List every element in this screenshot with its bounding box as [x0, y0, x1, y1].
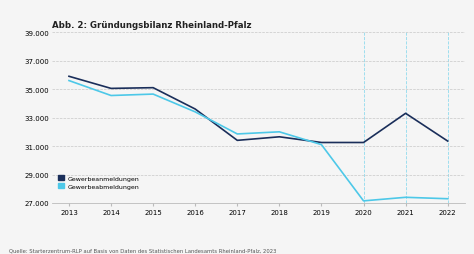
Legend: Gewerbeanmeldungen, Gewerbeabmeldungen: Gewerbeanmeldungen, Gewerbeabmeldungen	[55, 173, 141, 192]
Text: Abb. 2: Gründungsbilanz Rheinland-Pfalz: Abb. 2: Gründungsbilanz Rheinland-Pfalz	[52, 21, 252, 29]
Text: Quelle: Starterzentrum-RLP auf Basis von Daten des Statistischen Landesamts Rhei: Quelle: Starterzentrum-RLP auf Basis von…	[9, 248, 277, 253]
